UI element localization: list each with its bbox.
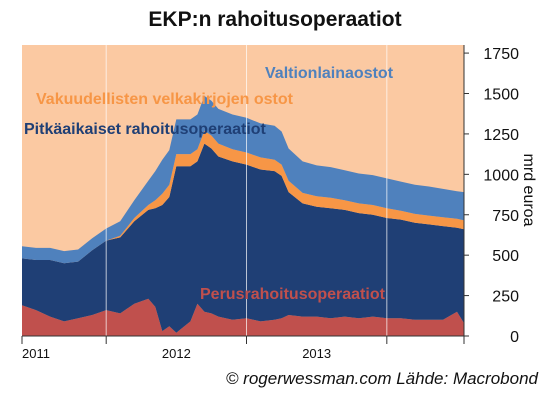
- y-tick-label: 750: [492, 208, 519, 225]
- area-series-2: [22, 143, 464, 333]
- source-credit: © rogerwessman.com Lähde: Macrobond: [225, 369, 538, 388]
- y-tick-label: 1500: [483, 87, 519, 104]
- y-tick-label: 1750: [483, 46, 519, 63]
- y-tick-label: 500: [492, 248, 519, 265]
- y-tick-label: 1000: [483, 167, 519, 184]
- x-tick-label: 2011: [22, 346, 50, 361]
- x-tick-label: 2012: [162, 346, 191, 361]
- area-series-3: [22, 130, 464, 264]
- series-label-1: Perusrahoitusoperaatiot: [200, 286, 386, 303]
- area-series-4: [22, 95, 464, 264]
- x-axis: 2011 2012 2013: [21, 335, 465, 361]
- y-axis-label: mrd euroa: [520, 154, 537, 227]
- y-tick-label: 1250: [483, 127, 519, 144]
- area-series-1: [22, 298, 464, 336]
- series-label-4: Valtionlainaostot: [265, 65, 394, 82]
- y-tick-label: 0: [510, 329, 519, 346]
- chart-title: EKP:n rahoitusoperaatiot: [148, 8, 402, 31]
- x-tick-label: 2013: [302, 346, 331, 361]
- series-labels: Perusrahoitusoperaatiot Pitkäaikaiset rah…: [24, 65, 394, 303]
- stacked-areas: [22, 45, 464, 336]
- series-label-2: Pitkäaikaiset rahoitusoperaatiot: [24, 121, 267, 138]
- y-axis: 0 250 500 750 1000 1250 1500 1750: [463, 45, 519, 346]
- y-tick-label: 250: [492, 289, 519, 306]
- series-label-3: Vakuudellisten velkakirjojen ostot: [36, 91, 294, 108]
